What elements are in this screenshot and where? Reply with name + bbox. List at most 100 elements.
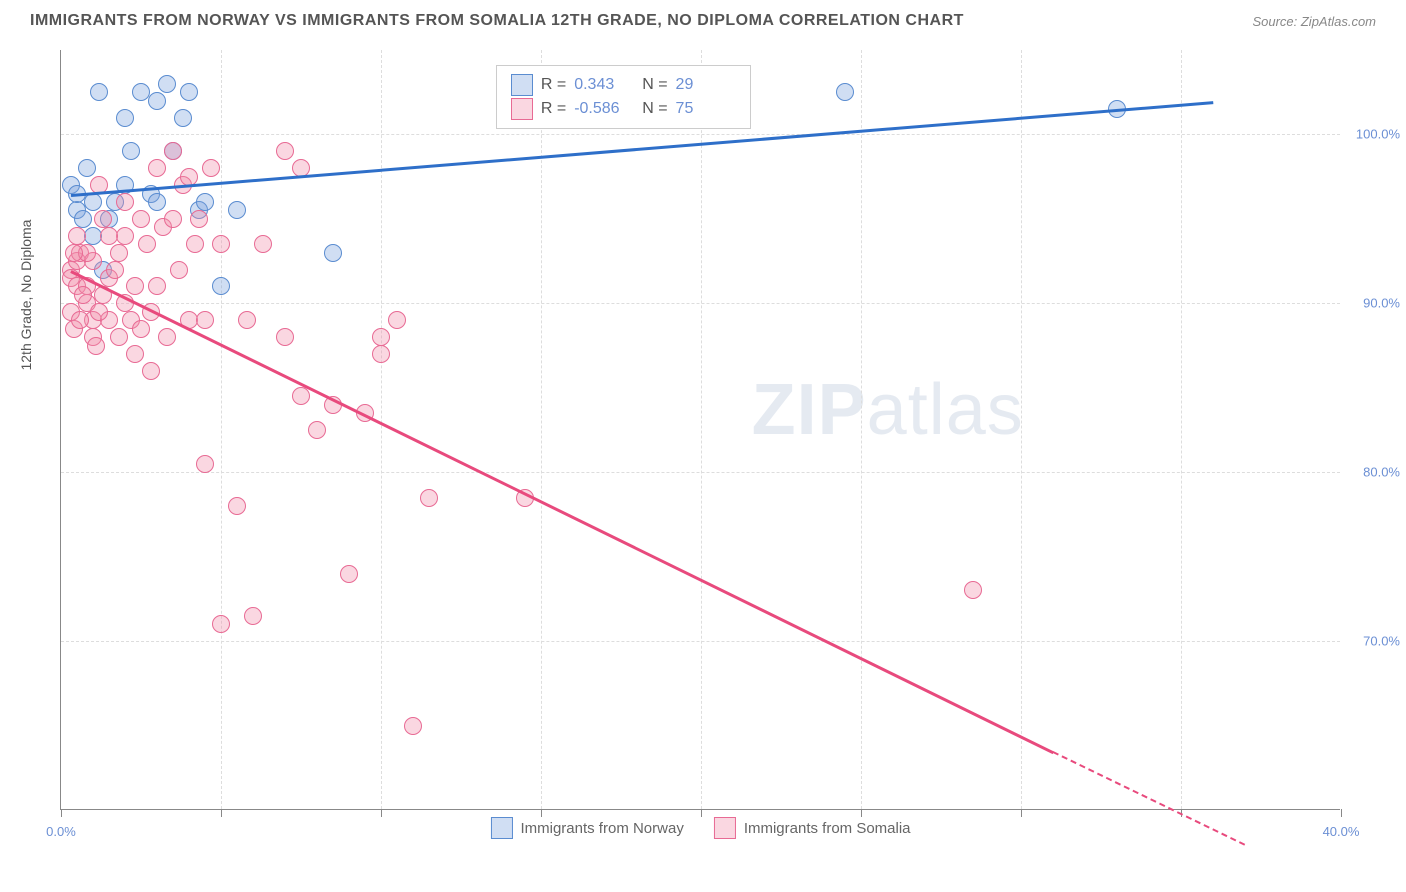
legend-item: Immigrants from Norway (490, 817, 683, 839)
scatter-point (388, 311, 406, 329)
x-tick (1021, 809, 1022, 817)
scatter-point (254, 235, 272, 253)
scatter-point (228, 497, 246, 515)
x-tick (381, 809, 382, 817)
scatter-point (308, 421, 326, 439)
scatter-point (148, 277, 166, 295)
n-value: 29 (676, 76, 736, 94)
r-label: R = (541, 76, 566, 94)
gridline-v (701, 50, 702, 809)
gridline-v (221, 50, 222, 809)
legend: Immigrants from Norway Immigrants from So… (490, 817, 910, 839)
scatter-point (244, 607, 262, 625)
x-tick (701, 809, 702, 817)
stat-row: R = 0.343 N = 29 (511, 74, 736, 96)
scatter-point (90, 83, 108, 101)
n-value: 75 (676, 100, 736, 118)
x-tick (541, 809, 542, 817)
scatter-point (116, 193, 134, 211)
scatter-point (196, 193, 214, 211)
chart-title: IMMIGRANTS FROM NORWAY VS IMMIGRANTS FRO… (30, 12, 964, 30)
scatter-point (71, 311, 89, 329)
y-tick-label: 90.0% (1363, 296, 1400, 311)
source-label: Source: ZipAtlas.com (1252, 14, 1376, 29)
scatter-point (180, 83, 198, 101)
scatter-point (170, 261, 188, 279)
n-label: N = (642, 76, 667, 94)
scatter-point (74, 286, 92, 304)
scatter-point (404, 717, 422, 735)
x-tick (221, 809, 222, 817)
scatter-point (126, 277, 144, 295)
correlation-stats-box: R = 0.343 N = 29 R = -0.586 N = 75 (496, 65, 751, 129)
scatter-point (132, 320, 150, 338)
scatter-point (116, 227, 134, 245)
gridline-v (381, 50, 382, 809)
scatter-point (100, 227, 118, 245)
scatter-point (65, 244, 83, 262)
scatter-point (340, 565, 358, 583)
scatter-point (116, 109, 134, 127)
n-label: N = (642, 100, 667, 118)
scatter-point (202, 159, 220, 177)
legend-swatch (511, 74, 533, 96)
y-axis-title: 12th Grade, No Diploma (18, 220, 34, 371)
scatter-point (324, 244, 342, 262)
watermark: ZIPatlas (752, 369, 1024, 451)
scatter-point (228, 201, 246, 219)
scatter-point (110, 244, 128, 262)
r-value: -0.586 (574, 100, 634, 118)
legend-item: Immigrants from Somalia (714, 817, 911, 839)
scatter-point (836, 83, 854, 101)
scatter-point (196, 311, 214, 329)
scatter-point (372, 328, 390, 346)
plot-area: ZIPatlas 70.0%80.0%90.0%100.0%0.0%40.0%R… (60, 50, 1340, 810)
scatter-point (158, 75, 176, 93)
scatter-point (90, 303, 108, 321)
y-tick-label: 70.0% (1363, 634, 1400, 649)
scatter-point (68, 227, 86, 245)
scatter-point (142, 362, 160, 380)
scatter-point (138, 235, 156, 253)
r-value: 0.343 (574, 76, 634, 94)
trend-line (70, 270, 1053, 754)
scatter-point (238, 311, 256, 329)
scatter-point (122, 142, 140, 160)
scatter-point (212, 277, 230, 295)
x-tick (861, 809, 862, 817)
y-tick-label: 100.0% (1356, 127, 1400, 142)
legend-swatch (490, 817, 512, 839)
scatter-point (78, 159, 96, 177)
x-tick-label: 40.0% (1323, 824, 1360, 839)
scatter-point (190, 210, 208, 228)
scatter-point (420, 489, 438, 507)
scatter-point (94, 210, 112, 228)
scatter-point (110, 328, 128, 346)
legend-swatch (714, 817, 736, 839)
scatter-point (292, 387, 310, 405)
scatter-point (276, 142, 294, 160)
scatter-point (164, 210, 182, 228)
gridline-v (541, 50, 542, 809)
scatter-point (964, 581, 982, 599)
legend-label: Immigrants from Norway (520, 820, 683, 837)
scatter-point (148, 159, 166, 177)
scatter-point (132, 210, 150, 228)
scatter-point (126, 345, 144, 363)
x-tick (1341, 809, 1342, 817)
stat-row: R = -0.586 N = 75 (511, 98, 736, 120)
scatter-point (158, 328, 176, 346)
scatter-point (106, 261, 124, 279)
scatter-point (164, 142, 182, 160)
scatter-point (84, 193, 102, 211)
gridline-v (1021, 50, 1022, 809)
scatter-point (276, 328, 294, 346)
scatter-point (74, 210, 92, 228)
y-tick-label: 80.0% (1363, 465, 1400, 480)
scatter-point (87, 337, 105, 355)
scatter-point (174, 109, 192, 127)
legend-swatch (511, 98, 533, 120)
gridline-v (861, 50, 862, 809)
r-label: R = (541, 100, 566, 118)
scatter-point (186, 235, 204, 253)
